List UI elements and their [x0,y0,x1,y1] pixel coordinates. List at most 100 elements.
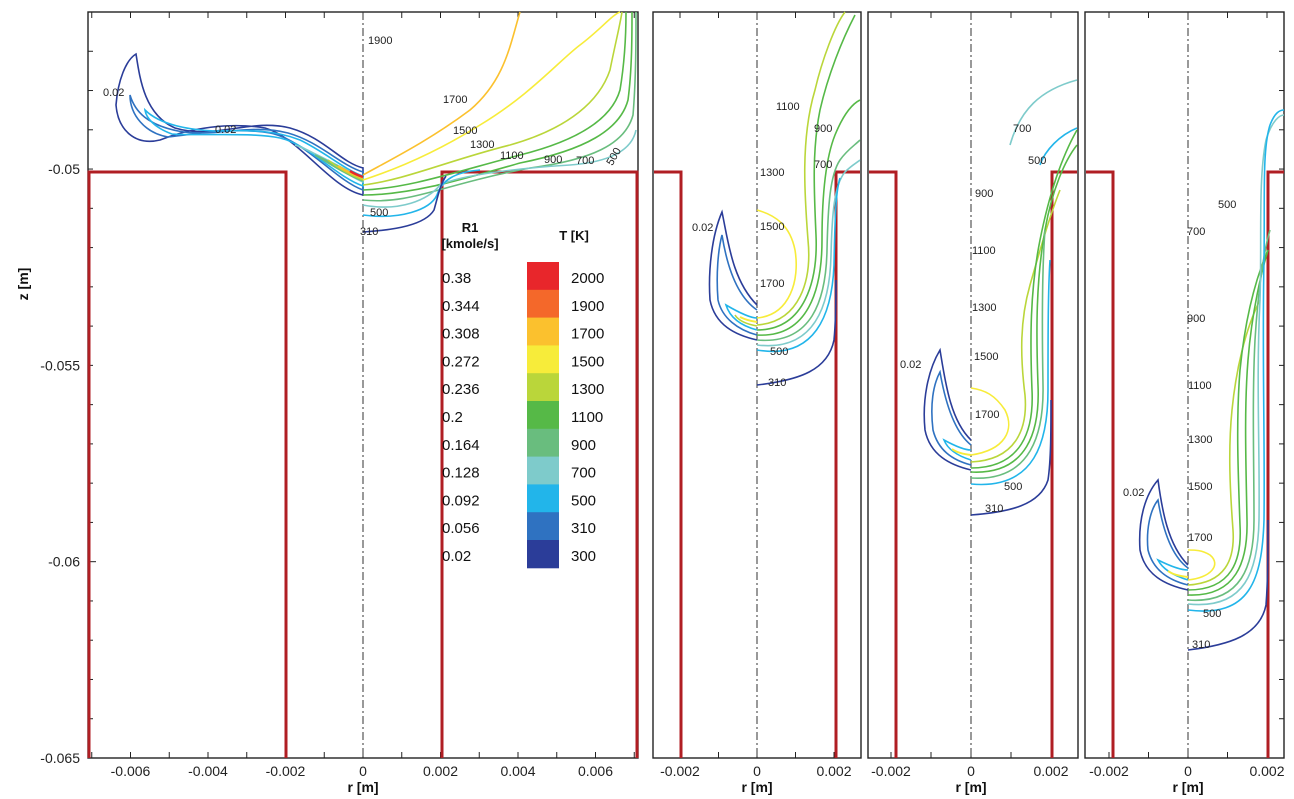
iso-label: 900 [1187,313,1205,325]
r1-contour-0.056 [716,234,758,336]
iso-label: 310 [360,226,378,238]
legend-t-value: 1500 [571,353,604,370]
legend-color-swatch [527,317,559,346]
z-tick-labels: -0.05 -0.055 -0.06 -0.065 [40,161,80,766]
t-contour-310 [756,279,837,386]
legend-r1-value: 0.344 [442,298,480,315]
legend-r1-value: 0.272 [442,353,480,370]
iso-label: 500 [1203,608,1221,620]
t-contour-500 [1187,109,1285,612]
wall-panel-1-left [87,170,288,758]
r1-contour-0.02 [923,347,972,471]
iso-label: 900 [975,188,993,200]
iso-label: 0.02 [1123,487,1144,499]
t-contour-1500 [756,11,846,326]
r-tick-label: 0.002 [423,763,458,779]
iso-label: 700 [1013,123,1031,135]
t-contour-900 [756,139,861,342]
iso-label: 1500 [453,125,477,137]
t-contour-900 [362,11,637,202]
iso-label: 310 [768,377,786,389]
iso-label: 500 [1218,199,1236,211]
iso-label: 1100 [972,245,996,257]
r-tick-label: -0.002 [871,763,911,779]
legend-r1-value: 0.236 [442,381,480,398]
t-contour-1300 [970,129,1078,469]
wall-panel-3-left [869,170,898,758]
iso-label: 500 [604,146,624,168]
r-tick-label: 0.002 [1249,763,1284,779]
panel-2-iso-labels: 0.02 1100 900 700 1300 1500 1700 500 310 [692,101,832,389]
panel-1-contours [115,11,637,233]
legend-color-swatch [527,512,559,541]
r1-contour-0.02 [708,209,758,341]
z-tick-label: -0.055 [40,357,80,373]
r1-contour-0.3 [951,448,972,456]
legend-color-swatch [527,289,559,319]
legend-color-swatch [527,428,559,458]
legend-t-value: 500 [571,492,596,509]
legend-r1-value: 0.056 [442,520,480,537]
r1-contour-0.092 [143,107,364,188]
t-contour-1300 [1187,249,1269,591]
legend-t-value: 1100 [571,409,603,426]
t-contour-1700 [756,209,797,319]
panel-2-contours [708,11,861,386]
r-axis-title-2: r [m] [741,779,772,795]
t-contour-1300 [362,11,627,191]
legend-r1-values: 0.38 0.344 0.308 0.272 0.236 0.2 0.164 0.128 0.0… [442,270,480,565]
legend-color-swatch [527,262,559,291]
r1-contour-0.2 [734,314,758,327]
legend-t-value: 300 [571,548,596,565]
legend-t-value: 1900 [571,298,604,315]
z-tick-label: -0.06 [48,554,80,570]
t-contour-1100 [970,144,1078,473]
legend-t-values: 2000 1900 1700 1500 1300 1100 900 700 500 310 300 [571,270,604,565]
r1-contour-0.3 [1167,570,1189,578]
legend-color-swatch [527,540,559,569]
iso-label: 700 [1187,226,1205,238]
r-tick-label: 0.002 [1033,763,1068,779]
r1-contour-0.02 [1138,478,1189,591]
iso-label: 1100 [1188,380,1212,392]
t-contour-310 [970,399,1052,516]
iso-label: 1500 [760,221,784,233]
z-axis-title: z [m] [15,268,31,301]
panel-4-iso-labels: 0.02 500 700 900 1100 1300 1500 1700 500… [1123,199,1236,651]
t-contour-500 [362,169,481,218]
panel-3-iso-labels: 0.02 700 500 900 1100 1300 1500 1700 500… [900,123,1046,515]
iso-label: 1100 [776,101,800,113]
legend-color-swatch [527,401,559,430]
r-tick-label: -0.004 [188,763,228,779]
legend-r1-value: 0.38 [442,270,471,287]
iso-label: 0.02 [900,359,921,371]
legend-t-title: T [K] [559,228,589,243]
r-tick-label: 0 [359,763,367,779]
r1-contour-0.056 [129,94,364,192]
legend-r1-title: R1 [462,220,479,235]
legend-t-value: 700 [571,465,596,482]
iso-label: 500 [770,346,788,358]
legend-color-swatch [527,456,559,485]
iso-label: 1300 [972,302,996,314]
legend-r1-value: 0.2 [442,409,463,426]
t-contour-500 [756,177,841,353]
iso-label: 1300 [760,167,784,179]
t-contour-310 [1187,519,1269,651]
iso-label: 0.02 [215,124,236,136]
r-tick-labels: -0.006 -0.004 -0.002 0 0.002 0.004 0.006 -0.002… [111,763,1285,779]
t-contour-1100 [756,99,861,336]
t-contour-1700 [970,387,1010,456]
legend-color-swatch [527,345,559,374]
r1-contour-0.2 [327,159,364,181]
t-contour-1100 [362,11,633,196]
iso-label: 1300 [470,139,494,151]
r-axis-title-1: r [m] [347,779,378,795]
iso-label: 1500 [1188,481,1212,493]
t-contour-1500 [362,11,623,186]
t-contour-1700 [362,11,621,181]
iso-label: 1300 [1188,434,1212,446]
z-tick-label: -0.065 [40,750,80,766]
r1-contour-0.3 [739,316,758,323]
